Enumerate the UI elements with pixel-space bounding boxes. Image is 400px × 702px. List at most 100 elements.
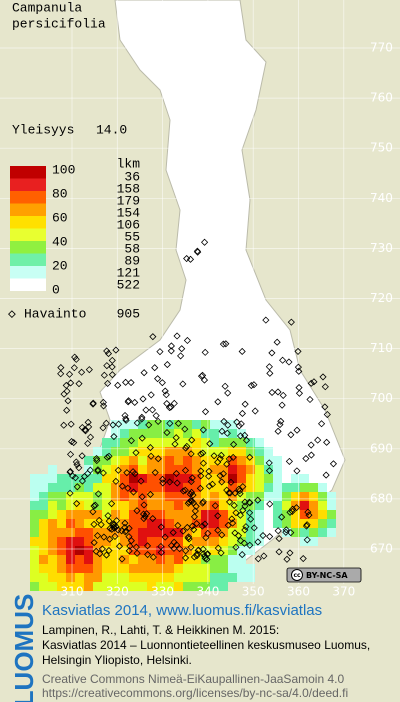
cell — [210, 438, 219, 447]
observation — [70, 439, 78, 447]
cell — [174, 582, 183, 591]
observation — [85, 366, 93, 374]
cell — [129, 573, 138, 582]
observation — [110, 432, 118, 441]
cell — [210, 420, 219, 429]
observation — [108, 500, 116, 508]
cell — [156, 420, 165, 429]
cell — [174, 492, 183, 501]
cell — [75, 519, 84, 528]
observation — [185, 535, 193, 543]
cell — [57, 474, 66, 483]
cell — [84, 492, 93, 501]
cell — [228, 573, 237, 582]
observation — [329, 460, 338, 468]
cell — [201, 492, 210, 501]
cell — [210, 429, 219, 438]
cell — [156, 573, 165, 582]
observation — [283, 555, 291, 563]
cell — [282, 510, 291, 519]
cell — [57, 510, 66, 519]
cell — [183, 528, 192, 537]
cell — [246, 528, 255, 537]
cell — [30, 546, 39, 555]
cell — [246, 537, 255, 546]
cell — [201, 447, 210, 456]
observation — [238, 409, 246, 418]
cell — [264, 474, 273, 483]
cell — [300, 483, 309, 492]
observation — [141, 512, 149, 520]
cell — [129, 456, 138, 465]
cell — [210, 564, 219, 573]
cell — [246, 546, 255, 555]
observation — [293, 426, 301, 434]
cell — [183, 438, 192, 447]
cell — [246, 456, 255, 465]
observation — [68, 438, 76, 446]
observation — [210, 452, 218, 460]
northing-label: 720 — [370, 291, 393, 305]
cell — [111, 546, 120, 555]
observation — [265, 467, 274, 475]
observation — [73, 483, 81, 491]
cell — [192, 519, 201, 528]
observation — [187, 543, 195, 551]
observation — [201, 408, 210, 416]
cell — [156, 564, 165, 573]
cell — [138, 555, 147, 564]
cell — [93, 573, 102, 582]
cell — [102, 501, 111, 510]
cell — [57, 528, 66, 537]
observation — [193, 520, 201, 528]
cell — [183, 447, 192, 456]
northing-label: 750 — [370, 141, 393, 155]
cell — [264, 483, 273, 492]
cell — [39, 582, 48, 591]
observation — [85, 423, 93, 431]
observation — [241, 400, 249, 408]
cell — [165, 420, 174, 429]
observation — [211, 502, 219, 510]
observation — [238, 347, 246, 356]
observation — [177, 352, 185, 360]
observation — [268, 349, 276, 357]
observation — [163, 361, 171, 369]
observation — [199, 449, 207, 457]
cell — [318, 528, 327, 537]
cell — [129, 582, 138, 591]
cell — [75, 528, 84, 537]
cell — [183, 429, 192, 438]
cell — [138, 438, 147, 447]
citation-line: Helsingin Yliopisto, Helsinki. — [42, 653, 192, 667]
observation — [181, 466, 190, 474]
cell — [156, 438, 165, 447]
cell — [57, 555, 66, 564]
cell — [138, 420, 147, 429]
observation — [220, 417, 228, 425]
observation — [196, 484, 204, 492]
cell — [255, 519, 264, 528]
cell — [255, 438, 264, 447]
observation — [219, 340, 227, 348]
legend-band — [10, 253, 46, 266]
cell — [75, 492, 84, 501]
class-label: 0 — [52, 282, 60, 297]
observation — [173, 479, 181, 487]
cell — [120, 429, 129, 438]
observation — [109, 421, 117, 429]
observation — [163, 429, 171, 437]
observation — [122, 378, 130, 386]
observation — [131, 470, 139, 478]
cell — [156, 582, 165, 591]
cell — [228, 501, 237, 510]
cell — [183, 456, 192, 465]
observation — [132, 543, 140, 551]
observation — [103, 347, 111, 355]
observation — [250, 524, 258, 532]
cell — [246, 564, 255, 573]
cell — [228, 483, 237, 492]
cell — [237, 573, 246, 582]
cell — [165, 483, 174, 492]
observation — [218, 427, 226, 435]
